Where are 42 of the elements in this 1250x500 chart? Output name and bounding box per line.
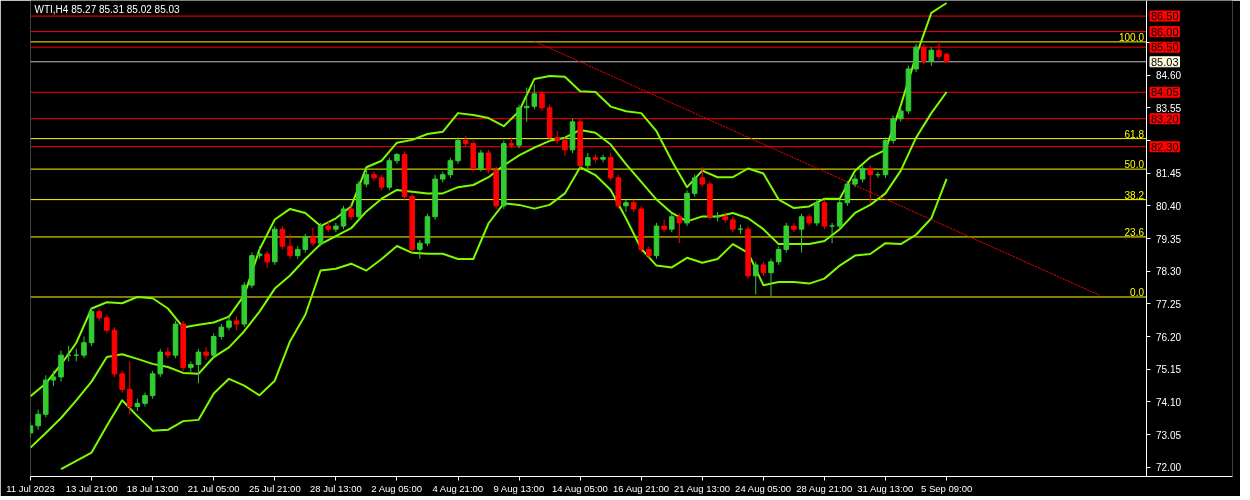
y-tick-label: 80.40 xyxy=(1156,200,1182,212)
y-tick-label: 77.25 xyxy=(1156,298,1182,310)
ref-line-label: 86.50 xyxy=(1151,10,1179,23)
ref-line-label: 84.05 xyxy=(1151,86,1179,99)
x-tick-label: 5 Sep 09:00 xyxy=(920,482,973,494)
x-tick-label: 28 Aug 21:00 xyxy=(796,482,853,494)
x-tick-label: 2 Aug 05:00 xyxy=(371,482,423,494)
x-tick-label: 13 Jul 21:00 xyxy=(65,482,118,494)
y-tick-label: 75.15 xyxy=(1156,364,1182,376)
x-tick-label: 21 Aug 13:00 xyxy=(674,482,731,494)
x-tick-label: 11 Jul 2023 xyxy=(6,482,55,494)
x-tick-label: 9 Aug 13:00 xyxy=(493,482,545,494)
x-tick-label: 14 Aug 05:00 xyxy=(551,482,608,494)
x-tick-label: 16 Aug 21:00 xyxy=(612,482,669,494)
annotation: 50.0 xyxy=(1124,159,1145,171)
annotation: 38.2 xyxy=(1124,189,1145,201)
ref-line-label: 85.50 xyxy=(1151,41,1179,54)
x-tick-label: 31 Aug 13:00 xyxy=(857,482,914,494)
x-tick-label: 18 Jul 13:00 xyxy=(126,482,179,494)
chart-title: WTI,H4 85.27 85.31 85.02 85.03 xyxy=(34,3,181,15)
y-tick-label: 78.30 xyxy=(1156,266,1182,278)
x-tick-label: 24 Aug 05:00 xyxy=(735,482,792,494)
y-tick-label: 74.10 xyxy=(1156,396,1182,408)
annotation: 61.8 xyxy=(1124,128,1145,140)
annotation: 23.6 xyxy=(1124,226,1145,238)
y-tick-label: 81.45 xyxy=(1156,168,1182,180)
x-tick-label: 4 Aug 21:00 xyxy=(432,482,484,494)
y-tick-label: 84.60 xyxy=(1156,70,1182,82)
y-tick-label: 83.55 xyxy=(1156,102,1182,114)
ref-line-label: 83.20 xyxy=(1151,112,1179,125)
x-tick-label: 28 Jul 13:00 xyxy=(309,482,362,494)
y-tick-label: 79.35 xyxy=(1156,233,1182,245)
y-tick-label: 72.00 xyxy=(1156,462,1182,474)
annotation: 100.0 xyxy=(1118,31,1145,43)
x-tick-label: 21 Jul 05:00 xyxy=(187,482,240,494)
x-tick-label: 25 Jul 21:00 xyxy=(248,482,301,494)
ref-line-label: 85.03 xyxy=(1151,55,1179,68)
ref-line-label: 86.00 xyxy=(1151,25,1179,38)
ref-line-label: 82.30 xyxy=(1151,140,1179,153)
annotation: 0.0 xyxy=(1130,286,1145,298)
y-tick-label: 73.05 xyxy=(1156,429,1182,441)
y-tick-label: 76.20 xyxy=(1156,331,1182,343)
